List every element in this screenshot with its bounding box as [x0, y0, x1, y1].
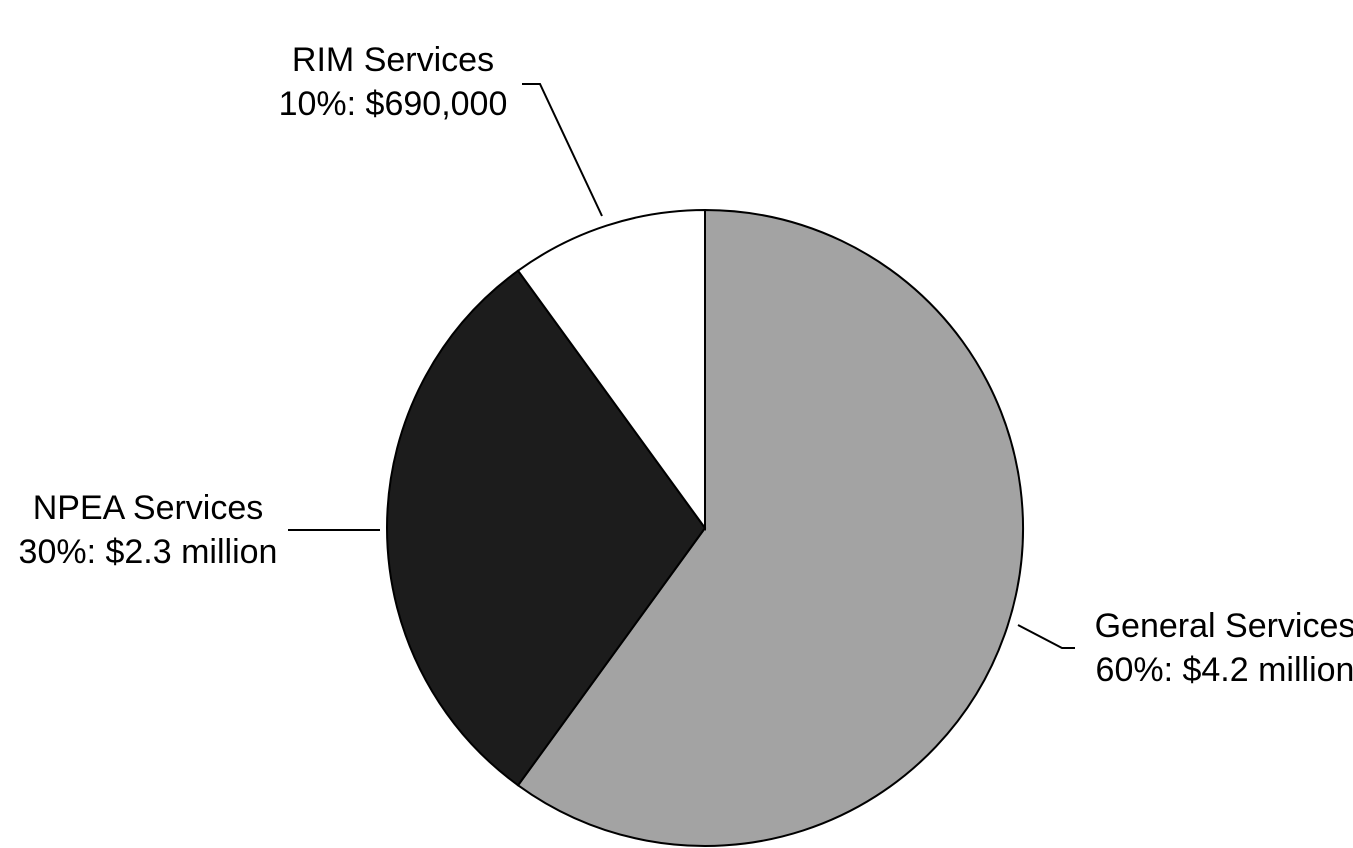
leader-line: [522, 83, 603, 217]
slice-value-label: 10%: $690,000: [279, 85, 508, 123]
pie-slice: [516, 208, 1024, 847]
pie-slice: [516, 208, 706, 532]
slice-label: General Services: [1095, 607, 1353, 645]
slice-label: RIM Services: [292, 41, 494, 79]
slice-label: NPEA Services: [33, 489, 264, 527]
slice-value-label: 30%: $2.3 million: [19, 533, 278, 571]
pie-slice: [386, 269, 707, 787]
slice-value-label: 60%: $4.2 million: [1096, 651, 1353, 689]
leader-line: [1017, 624, 1075, 649]
